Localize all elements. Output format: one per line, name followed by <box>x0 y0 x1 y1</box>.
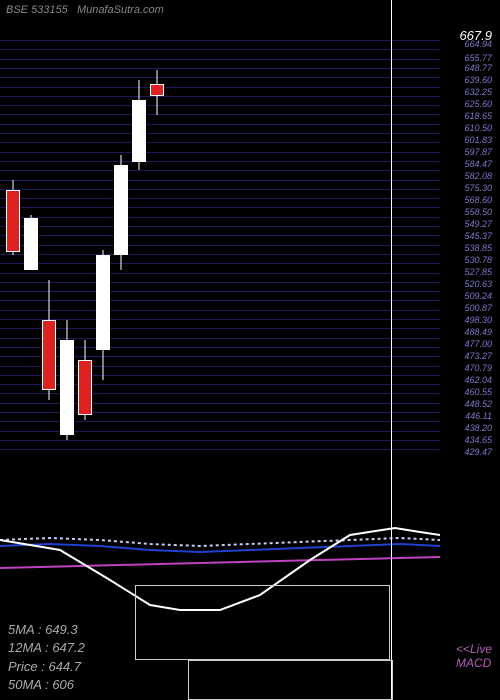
moving-average-box: 5MA : 649.312MA : 647.2Price : 644.750MA… <box>0 615 140 700</box>
candlesticks <box>0 40 440 460</box>
ma-row: 12MA : 647.2 <box>8 639 132 657</box>
cursor-vertical-line <box>391 0 392 700</box>
ma-row: 5MA : 649.3 <box>8 621 132 639</box>
macd-text: MACD <box>456 656 492 670</box>
macd-live-text: <<Live <box>456 642 492 656</box>
overlay-box <box>188 660 393 700</box>
macd-label: <<Live MACD <box>456 642 492 670</box>
chart-header: BSE 533155 MunafaSutra.com <box>6 4 164 16</box>
ticker-label: BSE 533155 <box>6 4 68 16</box>
site-label: MunafaSutra.com <box>77 4 164 16</box>
overlay-box <box>135 585 390 660</box>
ma-row: 50MA : 606 <box>8 676 132 694</box>
ma-row: Price : 644.7 <box>8 658 132 676</box>
